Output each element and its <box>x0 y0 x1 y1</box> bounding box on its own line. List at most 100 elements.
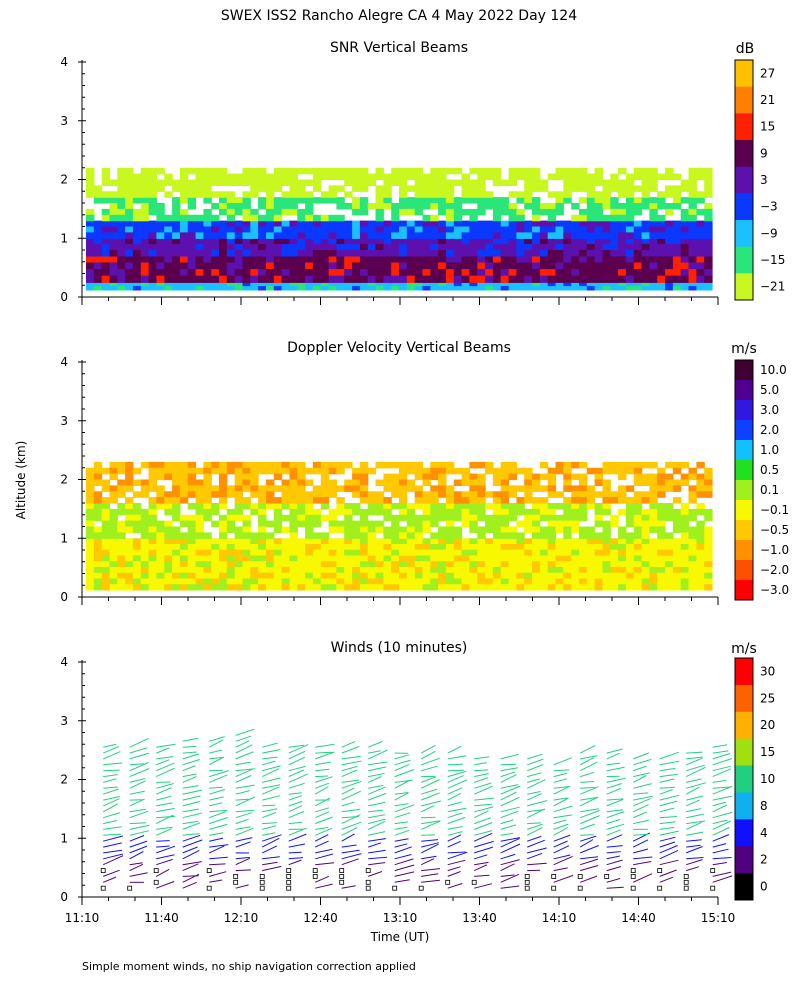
heatmap-cell <box>391 255 400 264</box>
wind-barb <box>156 802 173 807</box>
heatmap-cell <box>86 508 95 516</box>
heatmap-cell <box>352 286 361 291</box>
heatmap-cell <box>672 262 682 270</box>
heatmap-cell <box>688 262 697 270</box>
heatmap-cell <box>680 185 690 192</box>
x-tick-label: 12:40 <box>303 911 338 925</box>
heatmap-cell <box>172 262 181 270</box>
heatmap-cell <box>375 578 384 585</box>
heatmap-cell <box>305 497 314 504</box>
colorbar-swatch <box>735 360 753 381</box>
heatmap-cell <box>688 572 697 579</box>
calm-wind-marker <box>524 885 530 891</box>
calm-wind-marker <box>286 868 292 873</box>
heatmap-cell <box>485 544 494 551</box>
wind-barb <box>182 765 196 772</box>
wind-barb <box>394 858 414 866</box>
heatmap-cell <box>93 282 103 287</box>
heatmap-cell <box>704 485 713 492</box>
heatmap-cell <box>203 191 212 198</box>
heatmap-cell <box>508 203 517 210</box>
heatmap-cell <box>453 467 463 475</box>
wind-barb <box>606 783 623 789</box>
heatmap-cell <box>657 538 666 545</box>
heatmap-cell <box>242 584 251 591</box>
heatmap-cell <box>445 497 455 504</box>
wind-barb <box>209 879 223 883</box>
heatmap-cell <box>93 238 103 245</box>
heatmap-cell <box>93 491 103 498</box>
heatmap-cell <box>610 250 619 257</box>
heatmap-cell <box>524 549 533 556</box>
heatmap-cell <box>618 467 627 475</box>
heatmap-cell <box>469 197 478 204</box>
heatmap-cell <box>187 532 197 539</box>
wind-barb <box>103 774 118 778</box>
heatmap-cell <box>234 473 244 481</box>
heatmap-cell <box>86 549 95 556</box>
heatmap-cell <box>117 275 126 283</box>
wind-barb <box>686 756 703 760</box>
heatmap-cell <box>539 567 549 574</box>
wind-barb <box>420 843 439 854</box>
heatmap-cell <box>383 179 392 186</box>
heatmap-cell <box>172 503 181 510</box>
heatmap-cell <box>680 555 690 562</box>
heatmap-cell <box>125 503 134 510</box>
heatmap-cell <box>625 567 635 574</box>
heatmap-cell <box>485 538 494 545</box>
heatmap-cell <box>359 461 369 469</box>
heatmap-cell <box>492 555 502 562</box>
heatmap-cell <box>86 491 95 498</box>
heatmap-cell <box>383 497 392 504</box>
heatmap-cell <box>109 214 118 222</box>
heatmap-cell <box>579 526 588 533</box>
heatmap-cell <box>602 220 611 228</box>
wind-barb <box>474 874 490 877</box>
heatmap-cell <box>211 491 220 498</box>
heatmap-cell <box>633 220 643 228</box>
heatmap-cell <box>649 538 658 545</box>
heatmap-cell <box>86 282 95 287</box>
heatmap-cell <box>86 544 95 551</box>
heatmap-cell <box>406 208 416 216</box>
heatmap-cell <box>195 526 204 533</box>
heatmap-cell <box>430 197 439 204</box>
heatmap-cell <box>352 185 361 192</box>
heatmap-cell <box>399 197 408 204</box>
heatmap-cell <box>485 491 494 498</box>
heatmap-cell <box>438 555 447 562</box>
heatmap-cell <box>586 275 596 283</box>
heatmap-cell <box>359 520 369 528</box>
heatmap-cell <box>172 572 181 579</box>
heatmap-cell <box>281 578 290 585</box>
heatmap-cell <box>179 473 189 481</box>
heatmap-cell <box>383 255 392 264</box>
heatmap-cell <box>305 526 314 533</box>
heatmap-cell <box>258 179 267 186</box>
heatmap-cell <box>172 578 181 585</box>
heatmap-cell <box>610 491 619 498</box>
heatmap-cell <box>297 538 306 545</box>
wind-barb <box>182 785 199 789</box>
heatmap-cell <box>336 173 345 181</box>
heatmap-cell <box>618 275 627 283</box>
heatmap-cell <box>359 282 369 287</box>
wind-barb <box>712 827 730 836</box>
heatmap-cell <box>164 232 173 239</box>
heatmap-cell <box>453 503 463 510</box>
heatmap-cell <box>579 226 588 233</box>
heatmap-cell <box>594 479 603 486</box>
wind-barb <box>580 858 599 866</box>
heatmap-cell <box>453 578 463 585</box>
wind-barb <box>262 861 278 866</box>
heatmap-cell <box>109 269 118 277</box>
wind-barb <box>261 768 280 778</box>
heatmap-cell <box>281 538 290 545</box>
colorbar-swatch <box>735 580 753 601</box>
heatmap-cell <box>132 262 142 270</box>
heatmap-cell <box>195 238 204 245</box>
heatmap-cell <box>328 275 337 283</box>
heatmap-cell <box>281 461 290 469</box>
heatmap-cell <box>633 561 643 568</box>
